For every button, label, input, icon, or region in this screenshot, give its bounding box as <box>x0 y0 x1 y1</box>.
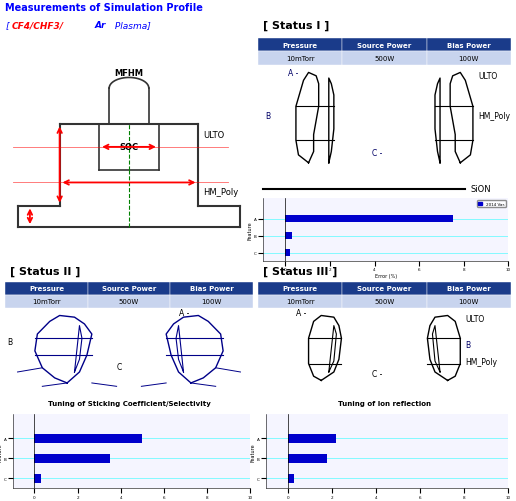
Text: Bias Power: Bias Power <box>447 286 491 292</box>
Bar <box>5 295 88 308</box>
Bar <box>35 474 41 483</box>
Text: SEM Image Profile(Target ): SEM Image Profile(Target ) <box>66 53 192 61</box>
Text: B: B <box>465 340 471 349</box>
Text: [: [ <box>5 22 9 31</box>
Bar <box>288 454 328 463</box>
Text: CF4/CHF3/: CF4/CHF3/ <box>11 22 63 31</box>
Text: SiON: SiON <box>471 185 491 194</box>
Text: MFHM: MFHM <box>115 69 143 78</box>
Bar <box>88 282 170 295</box>
Text: ULTO: ULTO <box>203 131 224 140</box>
Text: 10mTorr: 10mTorr <box>32 299 61 305</box>
X-axis label: Error (%): Error (%) <box>376 500 398 501</box>
Text: Pressure: Pressure <box>283 43 318 49</box>
Text: Tuning of Sticking Coefficient/Selectivity: Tuning of Sticking Coefficient/Selectivi… <box>47 401 211 406</box>
Bar <box>170 282 253 295</box>
Text: A -: A - <box>296 308 307 317</box>
Text: SOC: SOC <box>119 143 139 152</box>
Bar <box>35 434 142 443</box>
Text: A -: A - <box>179 308 189 317</box>
Bar <box>258 282 342 295</box>
Bar <box>342 52 427 66</box>
Text: 100W: 100W <box>459 56 479 62</box>
Text: B: B <box>266 111 271 120</box>
Y-axis label: Feature: Feature <box>250 442 255 461</box>
Bar <box>427 39 511 52</box>
Text: Source Power: Source Power <box>357 43 412 49</box>
Bar <box>285 249 290 257</box>
Text: 500W: 500W <box>374 299 395 305</box>
Text: Plasma]: Plasma] <box>111 22 150 31</box>
Text: 500W: 500W <box>119 299 139 305</box>
Y-axis label: Feature: Feature <box>248 221 253 239</box>
Text: Measurements of Simulation Profile: Measurements of Simulation Profile <box>5 3 203 13</box>
Legend: 2014 Var.: 2014 Var. <box>477 201 506 207</box>
Text: Pressure: Pressure <box>29 286 64 292</box>
Bar <box>427 282 511 295</box>
Text: Tuning of Ion reflection: Tuning of Ion reflection <box>338 401 431 406</box>
Bar <box>342 39 427 52</box>
Text: 10mTorr: 10mTorr <box>286 56 314 62</box>
Text: Source Power: Source Power <box>102 286 156 292</box>
Text: C -: C - <box>372 149 382 157</box>
Text: HM_Poly: HM_Poly <box>203 187 238 196</box>
Bar <box>285 215 453 223</box>
Bar <box>427 52 511 66</box>
Text: HM_Poly: HM_Poly <box>465 357 497 366</box>
Bar <box>88 295 170 308</box>
Text: [ Status III ]: [ Status III ] <box>263 267 337 277</box>
Text: [ Status II ]: [ Status II ] <box>10 267 80 277</box>
Y-axis label: Feature: Feature <box>0 442 3 461</box>
Text: A -: A - <box>288 69 299 78</box>
Text: Pressure: Pressure <box>283 286 318 292</box>
Bar <box>258 52 342 66</box>
Text: ULTO: ULTO <box>478 72 497 81</box>
Bar <box>35 454 110 463</box>
X-axis label: Error (%): Error (%) <box>375 273 397 278</box>
Text: 10mTorr: 10mTorr <box>286 299 314 305</box>
Bar <box>285 232 292 240</box>
Bar <box>5 282 88 295</box>
Text: 500W: 500W <box>374 56 395 62</box>
Bar <box>258 39 342 52</box>
Text: Ar: Ar <box>94 22 106 31</box>
Text: B: B <box>8 338 13 347</box>
Bar <box>258 295 342 308</box>
Text: C -: C - <box>372 369 382 378</box>
Bar <box>288 474 295 483</box>
Bar <box>342 282 427 295</box>
Text: ULTO: ULTO <box>465 315 485 324</box>
Bar <box>288 434 336 443</box>
Text: 100W: 100W <box>201 299 222 305</box>
Bar <box>170 295 253 308</box>
Text: Bias Power: Bias Power <box>190 286 233 292</box>
Text: Source Power: Source Power <box>357 286 412 292</box>
Text: [ Status I ]: [ Status I ] <box>263 21 329 32</box>
Text: HM_Poly: HM_Poly <box>478 111 510 120</box>
Bar <box>342 295 427 308</box>
X-axis label: Error (%): Error (%) <box>121 500 142 501</box>
Text: 100W: 100W <box>459 299 479 305</box>
Text: C: C <box>117 363 122 372</box>
Text: Bias Power: Bias Power <box>447 43 491 49</box>
Bar <box>427 295 511 308</box>
